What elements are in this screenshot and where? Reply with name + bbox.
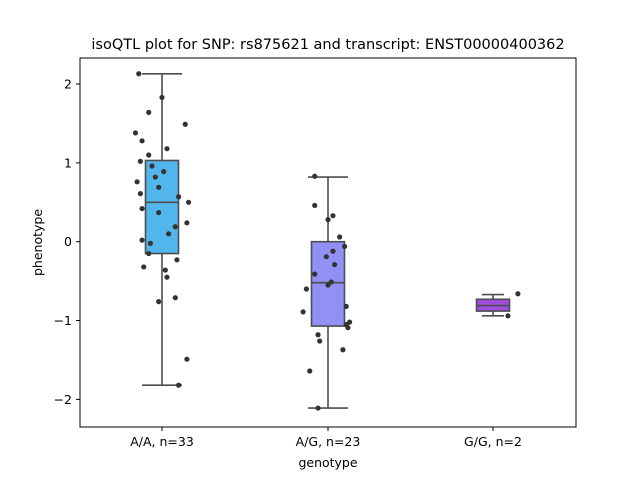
y-tick-label: 2: [64, 77, 72, 92]
data-point: [176, 382, 182, 388]
x-tick-label: G/G, n=2: [464, 434, 522, 449]
data-point: [300, 309, 306, 315]
chart-title: isoQTL plot for SNP: rs875621 and transc…: [91, 37, 564, 53]
data-point: [166, 231, 172, 237]
data-point: [315, 405, 321, 411]
y-axis: 2 1 0 −1 −2: [54, 77, 80, 407]
data-point: [137, 158, 144, 164]
data-point: [146, 250, 152, 257]
data-point: [184, 220, 190, 226]
data-point: [139, 237, 145, 243]
data-point: [164, 146, 170, 152]
y-tick-label: −1: [54, 313, 72, 328]
data-point: [330, 248, 336, 254]
box-group: [300, 173, 353, 411]
data-point: [156, 184, 162, 190]
data-point: [345, 325, 351, 331]
data-point: [156, 299, 162, 305]
x-axis: A/A, n=33 A/G, n=23 G/G, n=2: [130, 427, 522, 449]
data-point: [172, 224, 178, 230]
x-tick-label: A/A, n=33: [130, 434, 194, 449]
data-point: [184, 356, 190, 362]
data-point: [141, 264, 147, 270]
data-point: [185, 199, 192, 205]
data-point: [136, 71, 142, 77]
x-tick-label: A/G, n=23: [296, 434, 361, 449]
data-point: [152, 174, 158, 180]
data-point: [162, 267, 168, 273]
data-point: [323, 254, 329, 260]
data-point: [176, 194, 182, 200]
data-point: [147, 240, 153, 246]
data-point: [174, 257, 180, 263]
data-point: [303, 286, 310, 292]
data-point: [337, 234, 343, 240]
data-point: [132, 130, 139, 136]
data-point: [149, 163, 155, 169]
data-point: [340, 347, 346, 353]
data-point: [343, 303, 349, 309]
data-point: [330, 213, 336, 219]
plot-area: [132, 71, 521, 411]
data-point: [159, 94, 165, 101]
iqr-box: [144, 159, 180, 255]
data-point: [161, 168, 167, 175]
y-axis-label: phenotype: [30, 209, 45, 276]
data-point: [156, 209, 162, 216]
box-group: [475, 291, 521, 319]
data-point: [182, 121, 188, 127]
box-group: [132, 71, 192, 388]
data-point: [325, 282, 331, 288]
x-axis-label: genotype: [298, 455, 357, 470]
data-point: [134, 179, 140, 185]
data-point: [325, 217, 331, 223]
data-point: [315, 332, 321, 338]
data-point: [146, 152, 152, 158]
data-point: [515, 291, 521, 297]
data-point: [164, 274, 170, 280]
data-point: [317, 338, 323, 344]
data-point: [146, 109, 152, 116]
data-point: [137, 191, 144, 197]
data-point: [307, 368, 313, 374]
data-point: [328, 279, 334, 285]
data-point: [312, 202, 318, 209]
data-point: [332, 261, 338, 268]
y-tick-label: 1: [64, 155, 72, 170]
data-point: [172, 295, 178, 301]
data-point: [312, 271, 318, 277]
data-point: [312, 173, 318, 179]
y-tick-label: −2: [54, 392, 72, 407]
data-point: [505, 313, 511, 319]
y-tick-label: 0: [64, 234, 72, 249]
data-point: [139, 138, 145, 144]
data-point: [139, 205, 145, 212]
data-point: [342, 243, 348, 250]
